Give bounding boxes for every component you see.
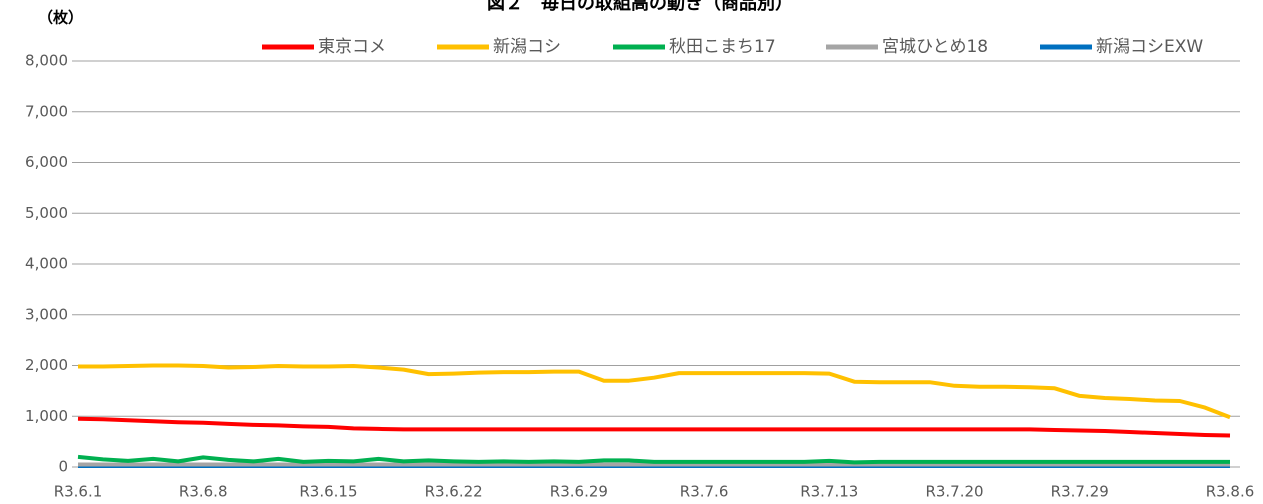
y-axis-label: （枚）: [38, 9, 83, 27]
y-tick-label: 6,000: [25, 153, 68, 171]
x-tick-label: R3.8.6: [1206, 483, 1255, 501]
y-tick-label: 3,000: [25, 305, 68, 323]
legend-label: 東京コメ: [318, 37, 386, 57]
y-tick-label: 5,000: [25, 204, 68, 222]
x-tick-label: R3.7.20: [925, 483, 983, 501]
x-tick-label: R3.6.1: [54, 483, 103, 501]
legend-label: 新潟コシEXW: [1096, 37, 1203, 57]
legend-label: 新潟コシ: [493, 37, 561, 57]
series-line: [78, 363, 1231, 420]
series-line: [77, 416, 1231, 438]
y-tick-label: 1,000: [25, 407, 68, 425]
chart-title: 図２ 毎日の取組高の動き（商品別）: [487, 0, 793, 14]
series-line: [77, 454, 1230, 465]
x-tick-label: R3.6.8: [179, 483, 228, 501]
x-tick-label: R3.7.29: [1051, 483, 1109, 501]
x-tick-label: R3.7.13: [800, 483, 858, 501]
legend-label: 秋田こまち17: [669, 37, 776, 57]
legend-label: 宮城ひとめ18: [882, 37, 988, 57]
y-tick-label: 8,000: [25, 52, 68, 70]
y-tick-label: 2,000: [25, 356, 68, 374]
y-tick-label: 4,000: [25, 255, 68, 273]
y-tick-label: 7,000: [25, 102, 68, 120]
x-tick-label: R3.6.15: [299, 483, 357, 501]
x-tick-label: R3.6.22: [425, 483, 483, 501]
y-tick-label: 0: [58, 458, 68, 476]
x-tick-label: R3.7.6: [680, 483, 729, 501]
x-tick-label: R3.6.29: [550, 483, 608, 501]
